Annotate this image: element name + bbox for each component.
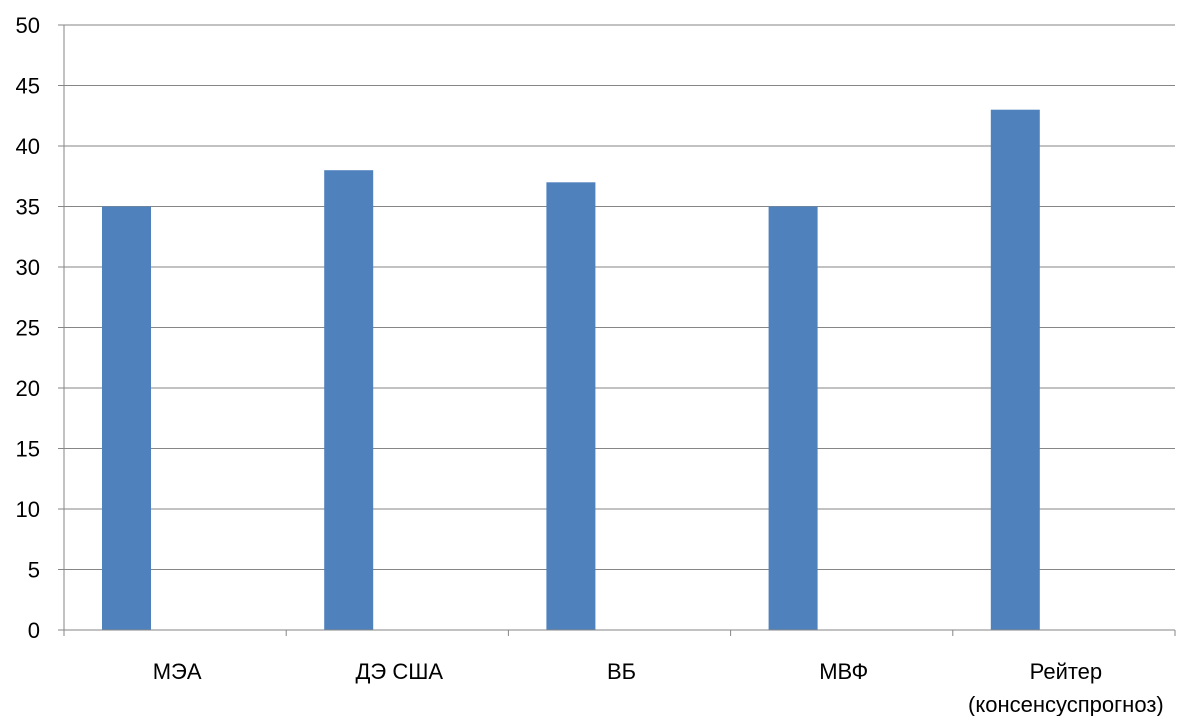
- gridlines: [64, 24, 1175, 570]
- bar: [324, 170, 374, 630]
- y-tick-label: 50: [16, 13, 40, 38]
- y-tick-labels: 0 5 10 15 20 25 30 35 40 45 50: [16, 13, 40, 643]
- x-category-labels: МЭА ДЭ США ВБ МВФ Рейтер (консенсуспрогноз): [153, 659, 1164, 716]
- x-category-label: Рейтер: [1030, 659, 1103, 684]
- x-category-label: ДЭ США: [356, 659, 444, 684]
- axes: [58, 24, 1176, 636]
- y-tick-label: 15: [16, 437, 40, 462]
- y-tick-label: 30: [16, 255, 40, 280]
- bar: [102, 206, 151, 630]
- y-tick-label: 35: [16, 195, 40, 220]
- bar: [768, 206, 818, 630]
- y-tick-label: 20: [16, 376, 40, 401]
- bar: [990, 109, 1040, 630]
- x-category-label: (консенсуспрогноз): [968, 692, 1164, 716]
- y-tick-label: 10: [16, 497, 40, 522]
- x-category-label: МЭА: [153, 659, 202, 684]
- y-tick-label: 45: [16, 74, 40, 99]
- bar: [546, 182, 596, 631]
- x-category-label: МВФ: [819, 659, 868, 684]
- x-category-label: ВБ: [607, 659, 636, 684]
- y-tick-label: 25: [16, 316, 40, 341]
- y-tick-label: 5: [28, 558, 40, 583]
- bars: [102, 109, 1040, 631]
- y-tick-label: 40: [16, 134, 40, 159]
- y-tick-label: 0: [28, 618, 40, 643]
